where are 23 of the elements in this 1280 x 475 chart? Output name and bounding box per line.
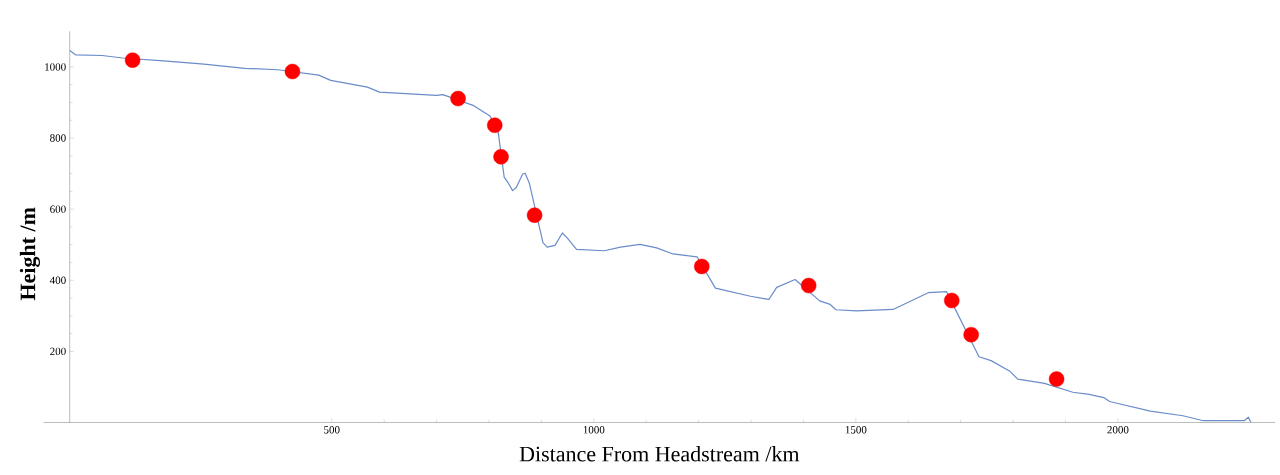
point (1048, 371, 1065, 387)
point (800, 277, 817, 294)
line-series (69, 49, 1252, 423)
y-axis-title: Height /m (19, 207, 40, 301)
point (450, 90, 466, 107)
x-tick-label: 1500 (845, 426, 867, 434)
y-tick-label: 400 (49, 276, 66, 284)
x-tick-label: 500 (324, 426, 340, 434)
x-tick-label: 2000 (1107, 426, 1129, 434)
point (694, 258, 710, 275)
y-tick-label: 600 (50, 205, 66, 213)
point (124, 52, 141, 68)
point (944, 292, 960, 309)
x-axis-title: Distance From Headstream /km (519, 446, 800, 462)
point (526, 207, 543, 223)
y-tick-label: 800 (50, 134, 66, 142)
x-tick-label: 1000 (583, 426, 605, 434)
point (284, 63, 301, 80)
point (963, 326, 979, 343)
y-tick-label: 1000 (45, 63, 66, 71)
point (493, 149, 509, 165)
y-tick-label: 200 (50, 347, 66, 356)
point (487, 117, 503, 133)
